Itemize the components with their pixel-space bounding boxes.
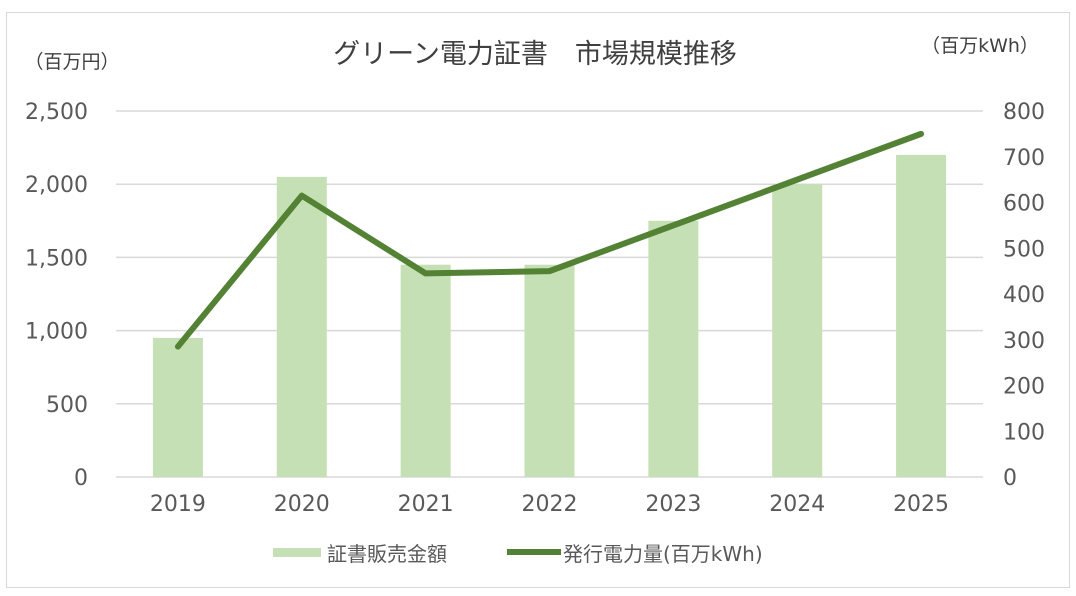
- bar-2023: [648, 220, 699, 478]
- y-tick-label: 2,500: [25, 100, 88, 125]
- y2-tick-label: 700: [1003, 146, 1045, 171]
- y2-tick-label: 500: [1003, 237, 1045, 262]
- legend-label-bar: 証書販売金額: [327, 542, 447, 566]
- bar-2019: [152, 337, 203, 477]
- legend-label-line: 発行電力量(百万kWh): [563, 542, 763, 566]
- bar-2022: [524, 264, 575, 477]
- y2-tick-label: 800: [1003, 100, 1045, 125]
- x-tick-label: 2020: [274, 492, 330, 517]
- legend-swatch-bar: [273, 548, 321, 557]
- y-tick-label: 1,500: [25, 246, 88, 271]
- y2-tick-label: 200: [1003, 375, 1045, 400]
- y2-tick-label: 0: [1003, 466, 1017, 491]
- y-tick-label: 0: [74, 466, 88, 491]
- bar-2021: [400, 264, 451, 477]
- right-axis-unit: （百万kWh）: [921, 35, 1039, 57]
- bar-2024: [772, 184, 823, 477]
- x-tick-label: 2019: [150, 492, 206, 517]
- y-tick-label: 1,000: [25, 320, 88, 345]
- y-tick-label: 2,000: [25, 173, 88, 198]
- y2-tick-label: 300: [1003, 329, 1045, 354]
- bar-2020: [276, 176, 327, 477]
- left-axis-unit: （百万円）: [24, 51, 119, 73]
- y-tick-label: 500: [46, 393, 88, 418]
- x-tick-label: 2024: [769, 492, 825, 517]
- y2-tick-label: 100: [1003, 420, 1045, 445]
- x-tick-label: 2022: [522, 492, 578, 517]
- chart-title: グリーン電力証書 市場規模推移: [333, 39, 737, 70]
- x-tick-label: 2023: [645, 492, 701, 517]
- bar-2025: [896, 154, 947, 478]
- x-tick-label: 2021: [398, 492, 454, 517]
- y2-tick-label: 600: [1003, 192, 1045, 217]
- x-tick-label: 2025: [893, 492, 949, 517]
- y2-tick-label: 400: [1003, 283, 1045, 308]
